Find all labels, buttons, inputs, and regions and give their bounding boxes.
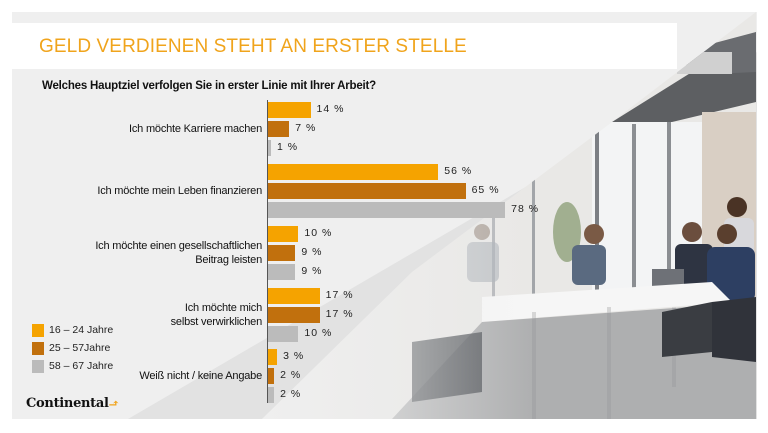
bar-2-2 [268,183,466,199]
bar-2-3 [268,245,296,261]
legend-label: 25 – 57Jahre [49,342,111,354]
bar-3-1 [268,140,272,156]
bar-3-5 [268,387,275,403]
chart-question: Welches Hauptziel verfolgen Sie in erste… [42,80,377,92]
data-label: 17 % [325,289,354,301]
data-label: 9 % [301,246,323,258]
bar-1-3 [268,226,299,242]
data-label: 1 % [277,141,299,153]
category-label-line: Beitrag leisten [195,254,262,266]
data-label: 78 % [511,203,540,215]
data-label: 2 % [280,388,302,400]
legend-label: 16 – 24 Jahre [49,324,114,336]
category-label: Ich möchte einen gesellschaftlichen Beitr… [95,239,262,267]
bar-1-2 [268,164,439,180]
category-label-line: Ich möchte Karriere machen [129,123,262,135]
bar-3-3 [268,264,296,280]
legend-swatch [32,342,44,355]
data-label: 17 % [325,308,354,320]
bar-1-4 [268,288,320,304]
category-label-line: Ich möchte mich [184,302,262,314]
page-title: GELD VERDIENEN STEHT AN ERSTER STELLE [39,36,467,57]
data-label: 2 % [280,369,302,381]
data-label: 14 % [316,103,345,115]
continental-logo: Continental⬏ [26,396,119,411]
category-label-line: Ich möchte mein Leben finanzieren [97,185,262,197]
data-label: 9 % [301,265,323,277]
data-label: 7 % [295,122,317,134]
category-label-line: selbst verwirklichen [170,316,263,328]
data-label: 10 % [304,327,333,339]
bar-2-5 [268,368,275,384]
bar-2-4 [268,307,320,323]
bar-2-1 [268,121,290,137]
category-label-line: Ich möchte einen gesellschaftlichen [95,240,262,252]
category-label: Ich möchte mich selbst verwirklichen [170,301,263,329]
logo-text: Continental [26,396,109,411]
data-label: 3 % [283,350,305,362]
bar-3-2 [268,202,506,218]
horse-icon: ⬏ [108,396,119,410]
category-label: Weiß nicht / keine Angabe [139,369,262,383]
legend-label: 58 – 67 Jahre [49,360,114,372]
office-meeting-photo [262,12,756,419]
chart-axis [267,100,268,403]
bar-3-4 [268,326,299,342]
category-label-line: Weiß nicht / keine Angabe [139,370,262,382]
legend-swatch [32,324,44,337]
data-label: 65 % [471,184,500,196]
category-label: Ich möchte mein Leben finanzieren [97,184,262,198]
bar-1-1 [268,102,311,118]
category-label: Ich möchte Karriere machen [129,122,262,136]
data-label: 10 % [304,227,333,239]
data-label: 56 % [444,165,473,177]
content-panel [12,12,757,419]
title-band [12,23,677,69]
bar-1-5 [268,349,278,365]
legend-swatch [32,360,44,373]
